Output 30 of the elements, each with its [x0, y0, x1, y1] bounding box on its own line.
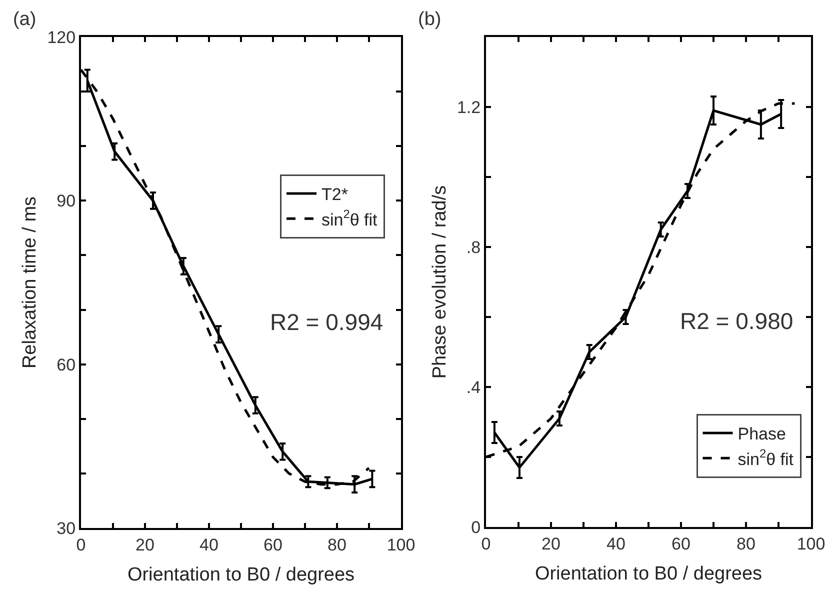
y-tick-label: .8	[466, 238, 481, 257]
x-tick-label: 60	[672, 534, 690, 554]
y-axis-title: Phase evolution / rad/s	[429, 185, 450, 379]
x-tick-label: 60	[264, 535, 282, 554]
y-tick-label: 1.2	[456, 98, 481, 117]
y-tick-label: 120	[47, 28, 76, 47]
x-tick-label: 40	[606, 534, 626, 554]
legend-label: sin$^{2}$θ fit	[322, 207, 378, 230]
y-axis-title: Relaxation time / ms	[20, 196, 41, 369]
x-tick-label: 80	[736, 534, 756, 554]
x-tick-label: 100	[796, 534, 826, 554]
x-tick-label: 20	[542, 534, 560, 554]
x-axis-title: Orientation to B0 / degrees	[534, 564, 762, 585]
x-tick-label: 80	[328, 535, 346, 554]
x-axis-title: Orientation to B0 / degrees	[127, 564, 355, 586]
y-tick-label: 90	[56, 192, 76, 211]
y-tick-label: 60	[56, 355, 76, 374]
y-tick-label: 0	[471, 518, 481, 537]
annotation: R2 = 0.994	[270, 309, 384, 335]
x-tick-label: 40	[200, 535, 218, 554]
y-tick-label: .4	[466, 378, 481, 397]
text: (b)	[418, 9, 442, 30]
legend-label: T2*	[322, 185, 348, 204]
x-tick-label: 20	[136, 535, 154, 554]
text: (a)	[13, 9, 36, 30]
legend-label: Phase	[738, 424, 786, 444]
x-tick-label: 100	[386, 535, 416, 554]
y-tick-label: 30	[56, 518, 76, 538]
annotation: R2 = 0.980	[680, 308, 794, 334]
legend-label: sin$^{2}$θ fit	[738, 446, 794, 469]
